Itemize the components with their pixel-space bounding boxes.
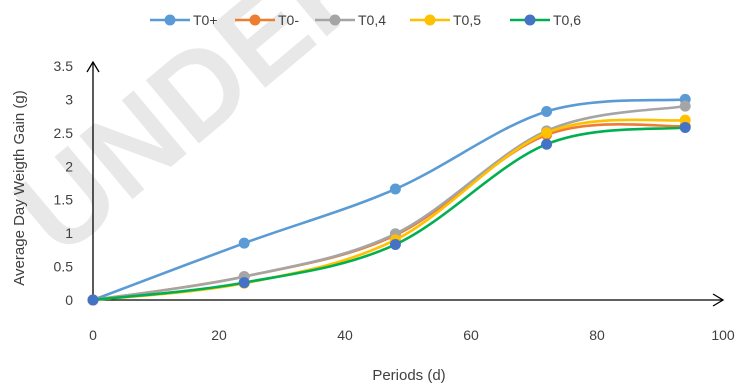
x-axis: 0 20 40 60 80 100	[89, 293, 735, 343]
legend-label: T0-	[278, 12, 299, 28]
x-tick-label: 20	[211, 327, 227, 343]
data-point	[679, 122, 691, 134]
y-tick-label: 3.5	[54, 58, 74, 74]
legend-item: T0+	[150, 12, 218, 28]
legend-marker	[329, 14, 341, 26]
data-point	[679, 100, 691, 112]
legend-marker	[249, 14, 261, 26]
legend-marker	[424, 14, 436, 26]
legend-marker	[164, 14, 176, 26]
legend-label: T0,6	[553, 12, 581, 28]
legend-marker	[524, 14, 536, 26]
legend: T0+ T0- T0,4 T0,5 T0,6	[150, 12, 581, 28]
data-point	[87, 294, 99, 306]
series-5	[87, 122, 691, 306]
y-tick-label: 1	[65, 225, 73, 241]
data-point	[541, 138, 553, 150]
x-tick-label: 40	[337, 327, 353, 343]
legend-item: T0,5	[410, 12, 481, 28]
y-tick-label: 2	[65, 158, 73, 174]
y-tick-label: 0	[65, 292, 73, 308]
series-group	[87, 93, 691, 306]
legend-label: T0,5	[453, 12, 481, 28]
legend-item: T0,4	[315, 12, 386, 28]
legend-label: T0,4	[358, 12, 386, 28]
y-axis-title: Average Day Weigth Gain (g)	[11, 90, 28, 285]
legend-item: T0-	[235, 12, 299, 28]
x-axis-arrow	[712, 293, 725, 307]
x-tick-label: 60	[463, 327, 479, 343]
data-point	[541, 105, 553, 117]
data-point	[238, 237, 250, 249]
y-axis: 0 0.5 1 1.5 2 2.5 3 3.5	[54, 58, 100, 308]
x-tick-label: 100	[711, 327, 735, 343]
y-tick-label: 0.5	[54, 259, 74, 275]
x-axis-title: Periods (d)	[372, 367, 445, 384]
data-point	[389, 239, 401, 251]
data-point	[389, 183, 401, 195]
y-axis-arrow	[86, 60, 100, 73]
data-point	[541, 127, 553, 139]
x-tick-label: 80	[589, 327, 605, 343]
legend-item: T0,6	[510, 12, 581, 28]
legend-label: T0+	[193, 12, 218, 28]
y-tick-label: 3	[65, 91, 73, 107]
y-tick-label: 2.5	[54, 125, 74, 141]
data-point	[238, 277, 250, 289]
y-tick-label: 1.5	[54, 192, 74, 208]
x-tick-label: 0	[89, 327, 97, 343]
